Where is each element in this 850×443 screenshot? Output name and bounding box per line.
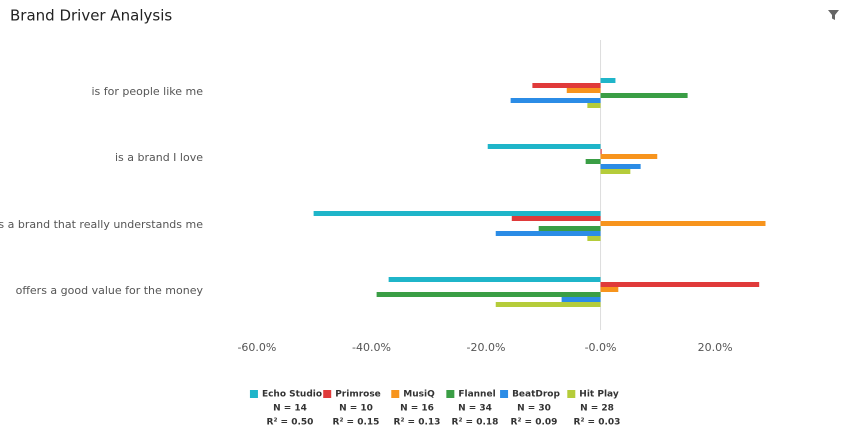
filter-icon[interactable] xyxy=(828,10,839,20)
bar xyxy=(487,144,601,149)
bar xyxy=(587,103,601,108)
legend-r2: R² = 0.15 xyxy=(333,418,380,428)
bar xyxy=(585,159,601,164)
legend-n: N = 16 xyxy=(400,404,434,414)
x-tick-label: -20.0% xyxy=(467,341,506,354)
legend-r2: R² = 0.03 xyxy=(574,418,621,428)
bar xyxy=(313,211,601,216)
bar xyxy=(600,221,766,226)
bar xyxy=(495,302,601,307)
x-tick-label: -60.0% xyxy=(237,341,276,354)
bar xyxy=(600,169,631,174)
chart-title: Brand Driver Analysis xyxy=(10,7,172,25)
legend-swatch xyxy=(391,390,400,398)
bar xyxy=(600,93,688,98)
category-label: is a brand that really understands me xyxy=(0,218,203,231)
legend-n: N = 30 xyxy=(517,404,551,414)
legend-r2: R² = 0.50 xyxy=(267,418,314,428)
bar xyxy=(600,154,658,159)
legend-label: Hit Play xyxy=(579,390,619,400)
bar xyxy=(511,216,601,221)
legend-label: MusiQ xyxy=(403,390,435,400)
legend-swatch xyxy=(249,390,258,398)
legend-swatch xyxy=(567,390,576,398)
bar xyxy=(376,292,601,297)
legend-swatch xyxy=(323,390,332,398)
x-tick-label: -40.0% xyxy=(352,341,391,354)
bar xyxy=(538,226,601,231)
bar xyxy=(510,98,601,103)
legend-r2: R² = 0.18 xyxy=(452,418,499,428)
x-tick-label: -0.0% xyxy=(585,341,617,354)
x-tick-label: 20.0% xyxy=(698,341,733,354)
bar xyxy=(532,83,601,88)
legend-label: Primrose xyxy=(335,390,381,400)
bar xyxy=(495,231,601,236)
bar xyxy=(587,236,601,241)
bar xyxy=(600,282,760,287)
bar xyxy=(566,88,601,93)
bar xyxy=(600,149,602,154)
bar xyxy=(600,78,616,83)
legend-n: N = 14 xyxy=(273,404,307,414)
category-label: is for people like me xyxy=(91,85,203,98)
legend-n: N = 34 xyxy=(458,404,492,414)
legend-n: N = 10 xyxy=(339,404,373,414)
category-label: offers a good value for the money xyxy=(16,284,204,297)
legend-label: BeatDrop xyxy=(512,390,560,400)
legend-label: Flannel xyxy=(458,390,495,400)
bar xyxy=(388,277,601,282)
legend-label: Echo Studio xyxy=(262,390,322,400)
legend-swatch xyxy=(446,390,455,398)
legend-swatch xyxy=(500,390,509,398)
legend-r2: R² = 0.09 xyxy=(511,418,558,428)
category-label: is a brand I love xyxy=(115,151,203,164)
legend-n: N = 28 xyxy=(580,404,614,414)
bar xyxy=(600,287,619,292)
legend-r2: R² = 0.13 xyxy=(394,418,441,428)
bar xyxy=(600,164,641,169)
bar xyxy=(561,297,601,302)
